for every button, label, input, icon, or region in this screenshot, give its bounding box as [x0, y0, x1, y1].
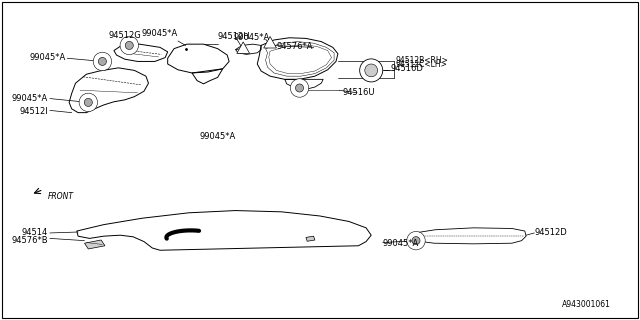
Text: 99045*A: 99045*A [29, 53, 65, 62]
Polygon shape [264, 36, 276, 48]
Circle shape [79, 93, 97, 112]
Circle shape [360, 59, 383, 82]
Text: 94576*B: 94576*B [12, 236, 48, 244]
Text: 99045*A: 99045*A [383, 239, 419, 248]
Text: 99045*A: 99045*A [142, 29, 178, 38]
Text: 94512G: 94512G [108, 31, 141, 40]
Circle shape [84, 98, 92, 107]
Text: 94512I: 94512I [19, 107, 48, 116]
Text: 94516D: 94516D [390, 64, 423, 73]
Circle shape [93, 52, 111, 71]
Text: 94512D: 94512D [534, 228, 567, 237]
Text: 99045*A: 99045*A [12, 94, 48, 103]
Text: 94514: 94514 [22, 228, 48, 237]
Text: 94512H: 94512H [218, 32, 250, 41]
Text: 94576*A: 94576*A [276, 42, 313, 51]
Circle shape [365, 64, 378, 77]
Polygon shape [237, 42, 250, 53]
Text: 94516U: 94516U [342, 88, 375, 97]
Polygon shape [84, 240, 105, 249]
Text: 99045*A: 99045*A [199, 132, 236, 140]
Circle shape [296, 84, 303, 92]
Text: 99045*A: 99045*A [234, 33, 270, 42]
Polygon shape [306, 236, 315, 241]
Text: FRONT: FRONT [48, 192, 74, 201]
Text: 94512B<RH>: 94512B<RH> [396, 56, 449, 65]
Text: 94512C<LH>: 94512C<LH> [396, 60, 447, 69]
Circle shape [291, 79, 308, 97]
Circle shape [125, 41, 133, 50]
Circle shape [407, 231, 425, 250]
Circle shape [99, 57, 106, 66]
Text: A943001061: A943001061 [563, 300, 611, 309]
Circle shape [120, 36, 138, 55]
Circle shape [412, 236, 420, 245]
